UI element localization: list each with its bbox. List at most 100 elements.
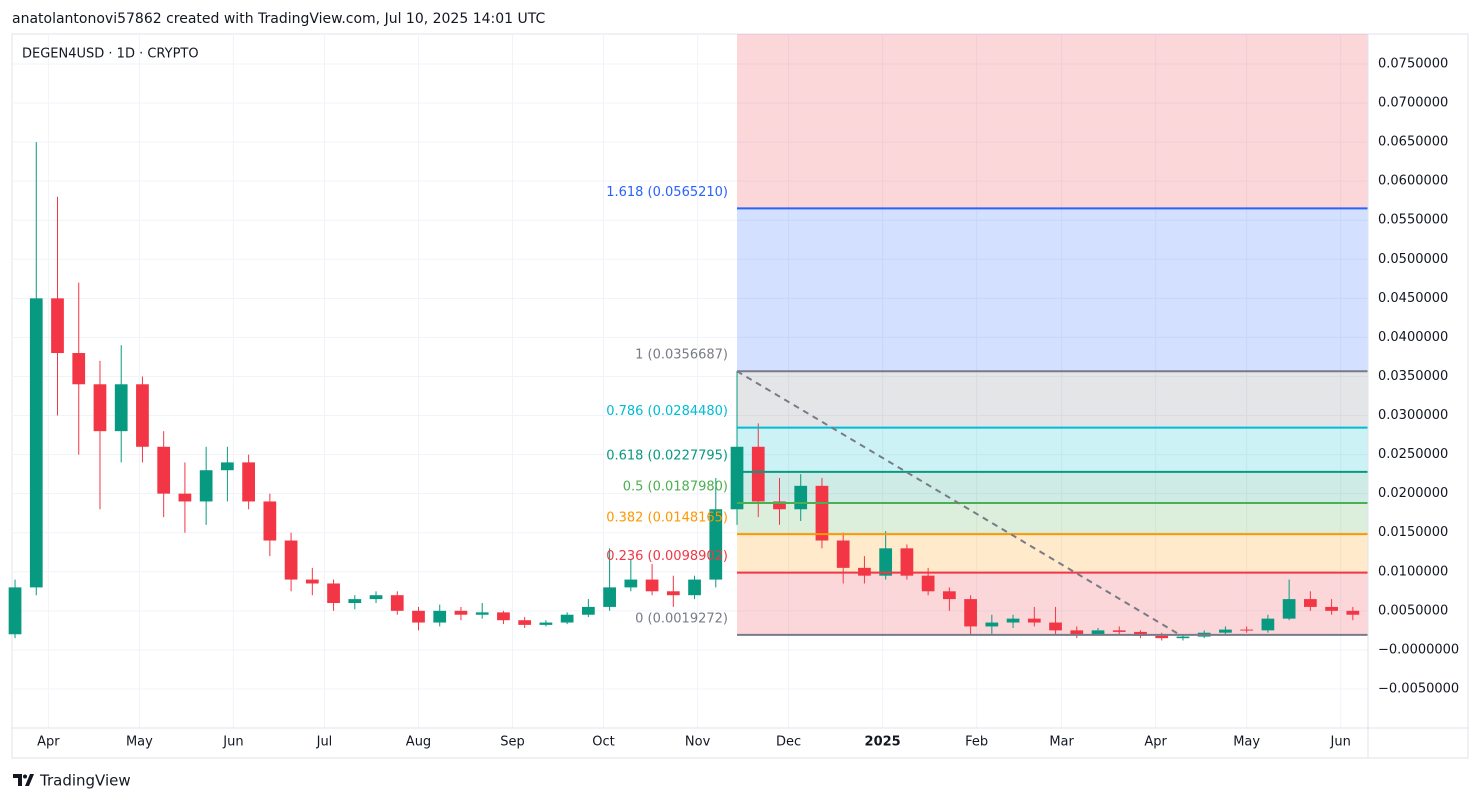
candle-body — [1027, 618, 1041, 623]
candle-body — [688, 579, 701, 596]
fib-level-label: 0.786 (0.0284480) — [606, 404, 728, 419]
y-tick-label: 0.0050000 — [1378, 603, 1448, 618]
candle-body — [773, 501, 786, 510]
fib-level-label: 0 (0.0019272) — [635, 611, 728, 626]
candle-body — [560, 614, 574, 623]
x-tick-label: May — [1233, 735, 1260, 750]
x-tick-label: Sep — [500, 735, 525, 750]
y-tick-label: 0.0600000 — [1378, 174, 1448, 189]
candle-body — [964, 599, 977, 627]
x-tick-label: Jul — [316, 735, 333, 750]
x-tick-label: Dec — [776, 735, 801, 750]
candle-body — [1282, 599, 1296, 619]
candle-body — [1049, 622, 1062, 631]
x-tick-label: May — [126, 735, 153, 750]
y-tick-label: 0.0500000 — [1378, 252, 1448, 267]
candle-body — [582, 606, 595, 615]
symbol-title: DEGEN4USD · 1D · CRYPTO — [22, 47, 199, 62]
fib-zone — [737, 503, 1368, 535]
candle-body — [242, 462, 255, 502]
candle-body — [539, 622, 553, 625]
candle-body — [900, 548, 914, 576]
candle-body — [29, 298, 43, 588]
candle-body — [1219, 629, 1232, 633]
candle-body — [497, 612, 510, 621]
candle-body — [815, 485, 829, 541]
candle-body — [1112, 630, 1126, 632]
candle-body — [751, 446, 765, 502]
y-tick-label: 0.0250000 — [1378, 447, 1448, 462]
x-tick-label: Apr — [1144, 735, 1167, 750]
candle-body — [879, 548, 893, 576]
candle-body — [348, 599, 362, 604]
candle-body — [327, 583, 340, 604]
candle-body — [136, 384, 149, 447]
fib-zone — [737, 371, 1368, 428]
y-tick-label: 0.0700000 — [1378, 96, 1448, 111]
y-tick-label: 0.0350000 — [1378, 369, 1448, 384]
candle-body — [985, 622, 999, 627]
fib-level-label: 0.236 (0.0098902) — [606, 549, 728, 564]
candle-body — [942, 591, 956, 600]
fib-zone — [737, 427, 1368, 472]
frame — [11, 33, 1469, 759]
x-tick-label: Jun — [1330, 735, 1351, 750]
candle-body — [305, 579, 319, 584]
candle-body — [263, 501, 277, 541]
y-tick-label: 0.0750000 — [1378, 56, 1448, 71]
candle-body — [178, 493, 192, 502]
fib-trend-line — [736, 370, 1181, 636]
candle-body — [8, 587, 22, 635]
fib-level-label: 0.5 (0.0187980) — [623, 480, 728, 495]
footer-brand: TradingView — [39, 772, 131, 790]
y-tick-label: −0.0000000 — [1378, 642, 1459, 657]
y-tick-label: 0.0400000 — [1378, 330, 1448, 345]
y-tick-label: 0.0450000 — [1378, 291, 1448, 306]
x-tick-label: Oct — [592, 735, 614, 750]
fib-level-label: 1 (0.0356687) — [635, 348, 728, 363]
fib-level-label: 0.382 (0.0148165) — [606, 511, 728, 526]
y-tick-label: −0.0050000 — [1378, 681, 1459, 696]
candle-body — [518, 620, 532, 625]
candle-body — [114, 384, 128, 432]
candle-body — [199, 470, 213, 502]
x-tick-label: Feb — [965, 735, 988, 750]
candle-body — [709, 509, 723, 580]
candle-body — [1006, 618, 1020, 623]
candle-body — [1346, 610, 1360, 615]
fib-zone — [737, 534, 1368, 573]
candle-body — [1176, 636, 1190, 639]
plot: 0.0750000 0.0700000 0.0650000 0.0600000 0.05… — [8, 34, 1459, 750]
y-tick-label: 0.0200000 — [1378, 486, 1448, 501]
candle-body — [1091, 630, 1105, 635]
candle-body — [475, 612, 489, 615]
x-tick-label: Jun — [222, 735, 243, 750]
candle-body — [369, 595, 383, 600]
candle-body — [221, 462, 234, 471]
fib-level-label: 0.618 (0.0227795) — [606, 448, 728, 463]
candle-body — [1303, 599, 1317, 607]
y-tick-label: 0.0300000 — [1378, 408, 1448, 423]
x-tick-label: Mar — [1049, 735, 1074, 750]
x-tick-label: 2025 — [865, 735, 901, 750]
candle-body — [433, 610, 447, 623]
candle-body — [645, 579, 659, 592]
x-tick-label: Aug — [406, 735, 431, 750]
candle-body — [624, 579, 638, 588]
candle-body — [157, 446, 171, 494]
candle-body — [1070, 630, 1084, 635]
y-tick-label: 0.0550000 — [1378, 213, 1448, 228]
candle-body — [51, 298, 64, 354]
candle-body — [794, 485, 808, 510]
candle-body — [730, 446, 744, 510]
candle-body — [454, 610, 468, 615]
candle-body — [666, 591, 680, 596]
candle-body — [1261, 618, 1275, 631]
candle-body — [1155, 635, 1169, 639]
fib-zone — [737, 208, 1368, 372]
header: anatolantonovi57862 created with Trading… — [12, 11, 545, 27]
y-tick-label: 0.0100000 — [1378, 564, 1448, 579]
candle-body — [412, 610, 425, 623]
